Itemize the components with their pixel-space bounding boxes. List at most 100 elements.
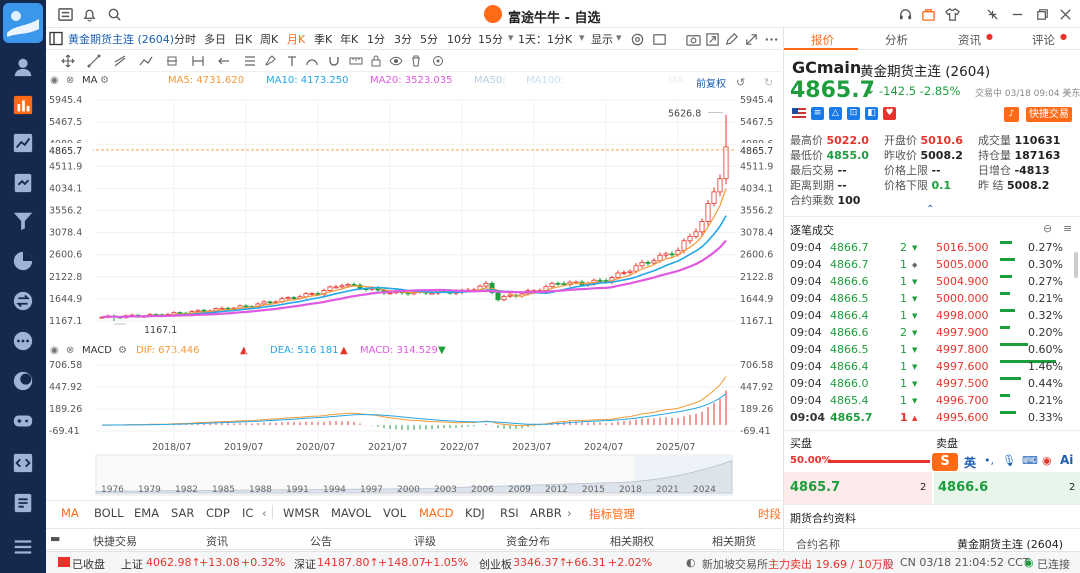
subtab-news[interactable]: 资讯 (206, 535, 228, 548)
menu-icon[interactable] (8, 532, 38, 562)
ind-tab-vol[interactable]: VOL (383, 506, 407, 520)
sz-index-name[interactable]: 深证 (294, 558, 316, 571)
dropdown-chevron-icon[interactable]: ▾ (508, 31, 514, 44)
tab-comments[interactable]: 评论 (1032, 33, 1055, 47)
bid-cell[interactable] (784, 472, 932, 504)
moon-icon[interactable] (8, 366, 38, 396)
range-chevron-icon[interactable]: ▾ (579, 31, 585, 44)
period-tab[interactable]: 多日 (204, 33, 226, 46)
display-chevron-icon[interactable]: ▾ (616, 31, 622, 44)
app-logo-icon[interactable] (3, 3, 43, 43)
period-tab[interactable]: 分时 (174, 33, 196, 46)
ind-tab-boll[interactable]: BOLL (94, 506, 124, 520)
restore-icon[interactable] (1033, 5, 1051, 23)
arc-tool-icon[interactable] (304, 53, 320, 69)
scroll-right-icon[interactable]: › (567, 506, 572, 520)
range-tool-icon[interactable] (190, 53, 206, 69)
delete-icon[interactable] (408, 53, 424, 69)
ray-tool-icon[interactable] (112, 53, 128, 69)
ime-lang[interactable]: 英 (964, 456, 977, 470)
ind-tab-macd[interactable]: MACD (419, 506, 454, 520)
alert-icon[interactable]: △ (829, 107, 842, 120)
line-tool-icon[interactable] (86, 53, 102, 69)
draw-settings-icon[interactable] (430, 53, 446, 69)
ma-label[interactable]: MA (82, 75, 98, 86)
grid-icon[interactable] (56, 5, 74, 23)
chart-icon[interactable] (8, 90, 38, 120)
ime-punct-icon[interactable]: •, (984, 454, 994, 467)
indicator-manage[interactable]: 指标管理 (589, 507, 635, 521)
period-tab[interactable]: 5分 (420, 33, 438, 46)
adjust-mode[interactable]: 前复权 (696, 79, 726, 90)
macd-eye-icon[interactable]: ◉ (50, 345, 59, 356)
level-icon[interactable]: ⊡ (847, 107, 860, 120)
code-icon[interactable] (8, 448, 38, 478)
ime-ai-icon[interactable]: Ai (1060, 453, 1074, 467)
price-chart[interactable]: 5945.45945.45467.55467.54989.64989.64511… (46, 70, 782, 500)
cy-index-name[interactable]: 创业板 (479, 558, 512, 571)
shirt-icon[interactable] (943, 5, 961, 23)
pen-icon[interactable] (722, 30, 740, 48)
headset-icon[interactable] (896, 5, 914, 23)
close-indicator-icon[interactable]: ⊗ (66, 75, 75, 86)
period-tab[interactable]: 年K (340, 33, 359, 46)
panel-toggle-icon[interactable] (49, 30, 63, 46)
arrow-tool-icon[interactable] (216, 53, 232, 69)
trend-icon[interactable] (8, 128, 38, 158)
chat-icon[interactable] (8, 326, 38, 356)
subtab-fund-dist[interactable]: 资金分布 (506, 535, 550, 548)
move-icon[interactable] (60, 53, 76, 69)
quick-trade-button[interactable]: 快捷交易 (1026, 107, 1072, 122)
channel-tool-icon[interactable] (138, 53, 154, 69)
ask-cell[interactable] (934, 472, 1080, 504)
collapse-chevron-icon[interactable]: ⌃ (926, 204, 935, 215)
ind-tab-ma[interactable]: MA (61, 506, 79, 520)
frame-icon[interactable] (650, 30, 668, 48)
ind-tab-ema[interactable]: EMA (134, 506, 160, 520)
subtab-futures[interactable]: 相关期货 (712, 535, 756, 548)
sogou-ime-icon[interactable]: S (932, 453, 958, 471)
scroll-left-icon[interactable]: ‹ (262, 506, 267, 520)
ind-tab-rsi[interactable]: RSI (500, 506, 519, 520)
sg-exchange[interactable]: 新加坡交易所 (702, 558, 768, 571)
ime-keyboard-icon[interactable]: ⌨ (1022, 454, 1038, 467)
period-tab[interactable]: 日K (234, 33, 253, 46)
camera-icon[interactable] (684, 30, 702, 48)
export-icon[interactable] (703, 30, 721, 48)
macd-label[interactable]: MACD (82, 345, 112, 356)
more-icon[interactable] (762, 30, 780, 48)
magnet-icon[interactable] (326, 53, 342, 69)
shape-tool-icon[interactable] (164, 53, 180, 69)
ruler-icon[interactable] (348, 53, 364, 69)
bell-icon[interactable] (80, 5, 98, 23)
ind-tab-ic[interactable]: IC (242, 506, 254, 520)
ime-skin-icon[interactable]: ◉ (1042, 454, 1052, 467)
display-menu[interactable]: 显示 (591, 33, 613, 46)
subtab-announcement[interactable]: 公告 (310, 535, 332, 548)
ticks-scrollbar[interactable] (1074, 252, 1078, 278)
ime-mic-icon[interactable]: 🎙 (1002, 454, 1016, 467)
period-button[interactable]: 时段 (758, 507, 781, 521)
symbol-title[interactable]: 黄金期货主连 (2604) (68, 33, 175, 46)
tab-news[interactable]: 资讯 (958, 33, 981, 47)
macd-close-icon[interactable]: ⊗ (66, 345, 75, 356)
collapse-icon[interactable] (983, 5, 1001, 23)
news-icon[interactable] (8, 168, 38, 198)
heart-icon[interactable]: ♥ (883, 107, 896, 120)
sh-index-name[interactable]: 上证 (121, 558, 143, 571)
hide-eye-icon[interactable]: ◉ (50, 75, 59, 86)
tab-analysis[interactable]: 分析 (885, 33, 908, 47)
tag-icon[interactable]: ◧ (865, 107, 878, 120)
period-tab[interactable]: 季K (314, 33, 333, 46)
ticks-more-icon[interactable]: ⊖ (1043, 222, 1053, 235)
info-icon[interactable]: ≡ (811, 107, 824, 120)
settings-icon[interactable] (628, 30, 646, 48)
ind-tab-cdp[interactable]: CDP (206, 506, 230, 520)
close-icon[interactable] (1056, 5, 1074, 23)
search-icon[interactable] (105, 5, 123, 23)
filter-icon[interactable] (8, 206, 38, 236)
subtab-options[interactable]: 相关期权 (610, 535, 654, 548)
period-tab[interactable]: 10分 (447, 33, 472, 46)
period-tab-active[interactable]: 月K (287, 33, 306, 46)
tab-quote[interactable]: 报价 (811, 33, 834, 47)
